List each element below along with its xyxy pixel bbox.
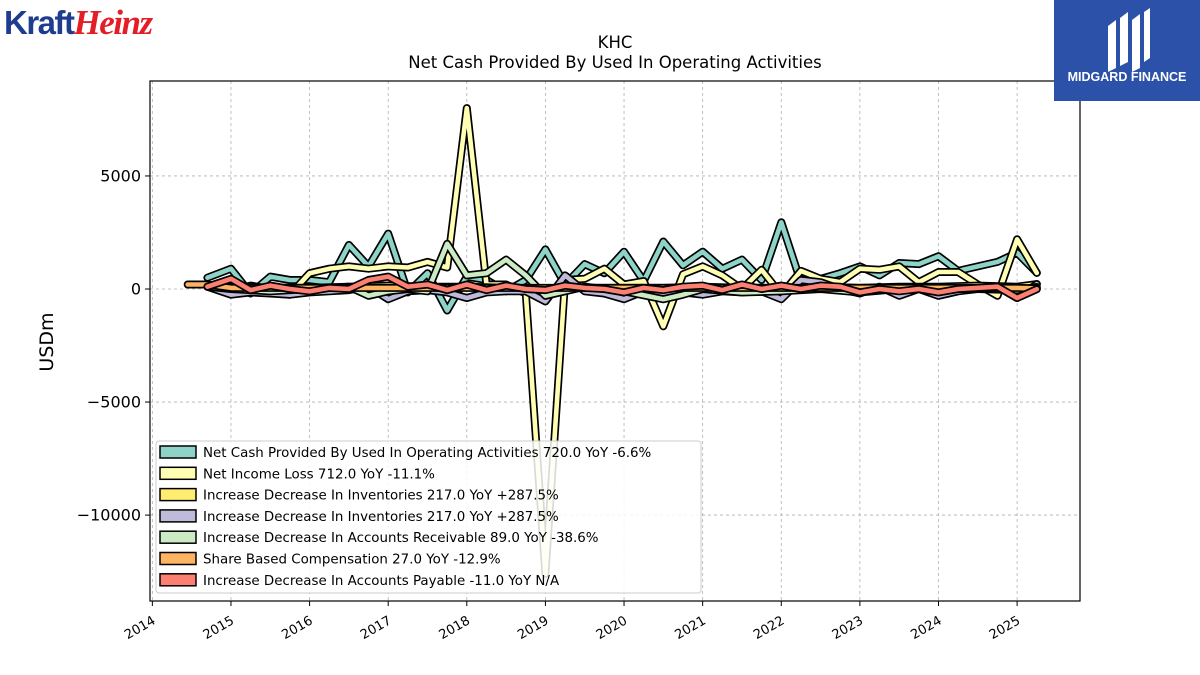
series-line <box>228 105 1040 577</box>
x-tick-label: 2023 <box>830 613 866 643</box>
x-axis-ticks: 2014 2015 2016 2017 2018 2019 2020 2021 2022 2023… <box>122 601 1023 643</box>
x-tick-label: 2017 <box>358 613 394 643</box>
legend-entry: Net Income Loss 712.0 YoY -11.1% <box>203 467 435 482</box>
x-tick-label: 2021 <box>672 613 708 643</box>
legend-swatch <box>159 509 197 523</box>
x-tick-label: 2016 <box>279 613 315 643</box>
svg-text:KraftHeinz: KraftHeinz <box>4 3 153 42</box>
x-tick-label: 2014 <box>122 613 158 643</box>
chart-title: KHC <box>598 33 633 52</box>
legend-swatch <box>159 573 197 587</box>
legend-swatch <box>159 445 197 459</box>
x-tick-label: 2020 <box>594 613 630 643</box>
legend-swatch <box>159 551 197 566</box>
y-tick-label: 5000 <box>100 166 141 185</box>
midgard-finance-name: MIDGARD FINANCE <box>1068 70 1187 84</box>
y-tick-label: −5000 <box>87 393 141 412</box>
legend-entry: Share Based Compensation 27.0 YoY -12.9% <box>203 553 501 568</box>
legend: Net Cash Provided By Used In Operating A… <box>155 440 702 594</box>
legend-entry: Increase Decrease In Accounts Payable -1… <box>203 574 560 589</box>
kraft-heinz-logo: KraftHeinz <box>4 3 155 42</box>
y-axis-label: USDm <box>36 312 58 371</box>
legend-entry: Increase Decrease In Inventories 217.0 Y… <box>203 510 559 525</box>
x-tick-label: 2025 <box>987 613 1023 643</box>
legend-box <box>155 440 702 594</box>
legend-swatch <box>159 530 197 544</box>
grid <box>150 81 1080 601</box>
legend-entry: Increase Decrease In Accounts Receivable… <box>203 531 599 546</box>
y-axis-ticks: −10000 −5000 0 5000 <box>77 166 150 525</box>
x-tick-label: 2019 <box>515 613 551 643</box>
series-line <box>205 274 1040 301</box>
logo-kraft-text: Kraft <box>4 4 75 41</box>
logo-heinz-text: Heinz <box>73 3 154 42</box>
y-tick-label: 0 <box>131 280 141 299</box>
x-tick-label: 2024 <box>908 613 944 643</box>
legend-swatch <box>159 487 197 502</box>
legend-entry: Increase Decrease In Inventories 217.0 Y… <box>203 489 559 504</box>
plot-frame <box>149 80 1081 602</box>
legend-swatch <box>159 466 197 481</box>
legend-entry: Net Cash Provided By Used In Operating A… <box>203 446 651 461</box>
x-tick-label: 2018 <box>437 613 473 643</box>
x-tick-label: 2022 <box>751 613 787 643</box>
midgard-finance-logo: MIDGARD FINANCE <box>1054 0 1200 101</box>
chart-subtitle: Net Cash Provided By Used In Operating A… <box>408 53 821 72</box>
y-tick-label: −10000 <box>77 506 141 525</box>
series-lines <box>183 104 1041 578</box>
midgard-emblem-icon <box>1108 8 1150 72</box>
series-line <box>205 220 1040 313</box>
x-tick-label: 2015 <box>201 613 237 643</box>
